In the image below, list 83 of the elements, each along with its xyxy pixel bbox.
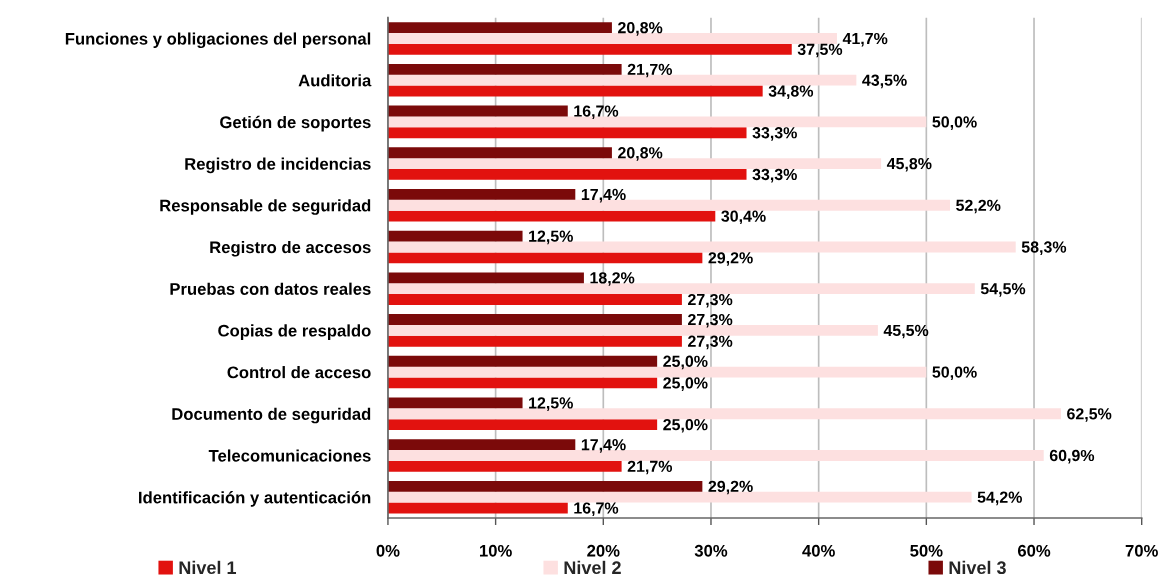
data-label: 12,5%	[529, 230, 573, 245]
bar	[387, 252, 703, 264]
bar	[387, 335, 682, 347]
data-label: 33,3%	[752, 168, 797, 183]
data-label: 54,5%	[980, 283, 1026, 297]
y-tick-label: Registro de incidencias	[185, 157, 371, 174]
x-tick-label: 50%	[910, 544, 943, 557]
bar	[387, 189, 576, 200]
bar	[387, 272, 584, 284]
bar	[387, 210, 716, 222]
data-label: 25,0%	[663, 418, 708, 433]
y-tick-label: Auditoria	[298, 74, 372, 87]
bar	[387, 502, 568, 514]
data-label: 16,7%	[574, 502, 619, 517]
legend-label: Nivel 2	[564, 560, 621, 575]
bar	[387, 105, 568, 117]
y-tick-label: Documento de seguridad	[172, 407, 371, 424]
data-label: 54,2%	[977, 491, 1022, 506]
data-label: 21,7%	[627, 63, 673, 78]
data-label: 45,8%	[886, 157, 932, 172]
y-tick-label: Responsable de seguridad	[160, 199, 371, 215]
data-label: 45,5%	[883, 324, 929, 339]
data-label: 29,2%	[708, 252, 753, 266]
data-label: 52,2%	[956, 199, 1001, 214]
data-label: 62,5%	[1067, 408, 1112, 422]
bar	[387, 355, 658, 367]
x-tick-label: 10%	[480, 544, 512, 557]
bar	[387, 22, 612, 34]
y-tick-label: Getión de soportes	[220, 115, 371, 132]
y-tick-label: Identificación y autenticación	[139, 491, 371, 507]
data-label: 20,8%	[618, 147, 663, 161]
data-label: 50,0%	[932, 366, 977, 381]
bar	[387, 43, 792, 55]
bar	[387, 460, 622, 472]
data-label: 16,7%	[574, 105, 619, 120]
y-tick-label: Pruebas con datos reales	[170, 282, 371, 295]
data-label: 29,2%	[708, 480, 753, 495]
data-label: 21,7%	[627, 460, 673, 475]
data-label: 27,3%	[688, 313, 733, 328]
data-label: 43,5%	[862, 74, 907, 89]
data-label: 27,3%	[688, 335, 733, 350]
bar	[387, 397, 523, 409]
y-tick-label: Control de acceso	[227, 366, 371, 379]
x-tick-label: 60%	[1017, 544, 1051, 557]
data-label: 50,0%	[932, 116, 977, 130]
bar	[387, 169, 747, 180]
data-label: 27,3%	[688, 293, 733, 308]
y-tick-label: Telecomunicaciones	[208, 449, 371, 462]
data-label: 41,7%	[842, 32, 888, 47]
bar	[387, 63, 622, 75]
data-label: 18,2%	[590, 272, 635, 286]
x-tick-label: 30%	[694, 544, 728, 557]
y-tick-label: Registro de accesos	[210, 240, 371, 257]
data-label: 17,4%	[581, 439, 626, 453]
bar	[387, 314, 682, 325]
bar	[387, 439, 576, 451]
x-tick-label: 40%	[802, 544, 835, 557]
data-label: 60,9%	[1049, 449, 1095, 464]
legend-label: Nivel 1	[179, 560, 237, 575]
bar	[387, 377, 658, 389]
bar	[387, 294, 682, 305]
data-label: 37,5%	[797, 43, 843, 58]
data-label: 20,8%	[618, 22, 663, 36]
data-label: 34,8%	[768, 85, 814, 100]
data-label: 25,0%	[663, 377, 708, 391]
bar	[387, 230, 523, 242]
bar	[387, 480, 703, 492]
data-label: 17,4%	[581, 188, 626, 203]
x-tick-label: 70%	[1125, 544, 1158, 557]
bar	[387, 85, 763, 97]
bar	[387, 127, 747, 139]
y-tick-label: Copias de respaldo	[218, 324, 371, 340]
data-label: 33,3%	[752, 127, 797, 141]
data-label: 25,0%	[663, 355, 708, 370]
bar	[387, 419, 658, 431]
legend-label: Nivel 3	[949, 560, 1006, 575]
x-tick-label: 20%	[587, 544, 620, 557]
data-label: 30,4%	[721, 210, 766, 225]
bar	[387, 147, 612, 159]
x-tick-label: 0%	[376, 544, 400, 557]
data-label: 12,5%	[529, 397, 573, 411]
data-label: 58,3%	[1021, 241, 1067, 255]
y-tick-label: Funciones y obligaciones del personal	[65, 32, 371, 49]
